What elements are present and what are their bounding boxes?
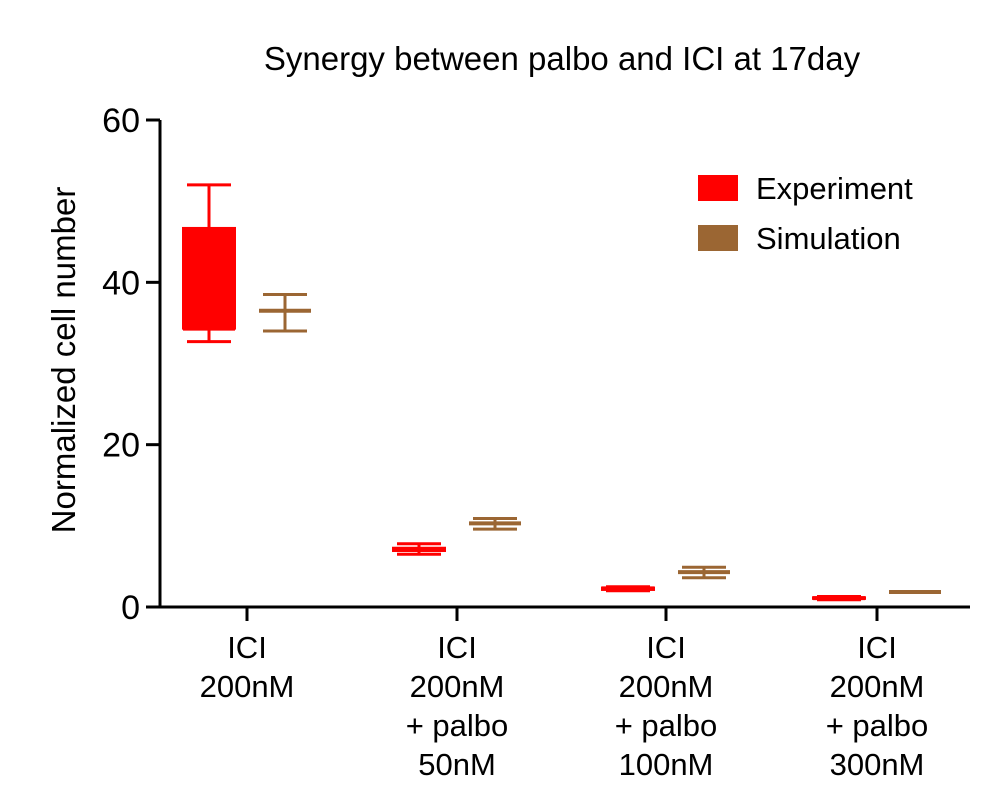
legend-label: Experiment [756, 171, 913, 206]
x-tick-label-line: 200nM [200, 669, 295, 704]
y-tick-label: 0 [121, 589, 140, 627]
y-tick-label: 20 [102, 427, 140, 465]
legend-swatch [698, 175, 738, 201]
x-tick-label-line: ICI [857, 630, 897, 665]
box-experiment-2 [392, 542, 446, 556]
box-simulation-2 [469, 517, 521, 531]
x-tick-label-line: ICI [437, 630, 477, 665]
x-tick-label-line: 200nM [830, 669, 925, 704]
axes: 0 20 40 60 ICI 200nM ICI 200nM + palbo 50nM ICI 200… [102, 102, 970, 782]
box-experiment-4 [812, 594, 866, 602]
x-tick-label-line: 50nM [418, 747, 496, 782]
box-simulation-1 [259, 293, 311, 333]
x-tick-label: ICI 200nM + palbo 50nM [406, 630, 509, 782]
legend-swatch [698, 225, 738, 251]
plot-area [182, 183, 941, 602]
x-tick-label: ICI 200nM [200, 630, 295, 704]
x-tick-label-line: 300nM [830, 747, 925, 782]
y-tick-label: 40 [102, 264, 140, 302]
legend-item-experiment: Experiment [698, 171, 913, 206]
chart-title: Synergy between palbo and ICI at 17day [264, 40, 861, 77]
x-tick-label-line: 100nM [619, 747, 714, 782]
y-axis-label: Normalized cell number [45, 187, 82, 534]
x-tick-label-line: + palbo [615, 708, 718, 743]
legend-label: Simulation [756, 221, 901, 256]
y-tick-label: 60 [102, 102, 140, 140]
x-tick-label-line: 200nM [619, 669, 714, 704]
x-tick-label-line: + palbo [406, 708, 509, 743]
x-tick-label: ICI 200nM + palbo 300nM [826, 630, 929, 782]
x-tick-label-line: ICI [646, 630, 686, 665]
x-tick-label-line: + palbo [826, 708, 929, 743]
box-iqr [182, 226, 236, 330]
x-tick-label-line: 200nM [410, 669, 505, 704]
box-simulation-3 [678, 565, 730, 580]
x-tick-label-line: ICI [227, 630, 267, 665]
box-experiment-1 [182, 183, 236, 344]
legend-item-simulation: Simulation [698, 221, 901, 256]
x-tick-label: ICI 200nM + palbo 100nM [615, 630, 718, 782]
box-simulation-4 [889, 589, 941, 594]
legend: Experiment Simulation [698, 171, 913, 256]
box-experiment-3 [601, 585, 655, 593]
